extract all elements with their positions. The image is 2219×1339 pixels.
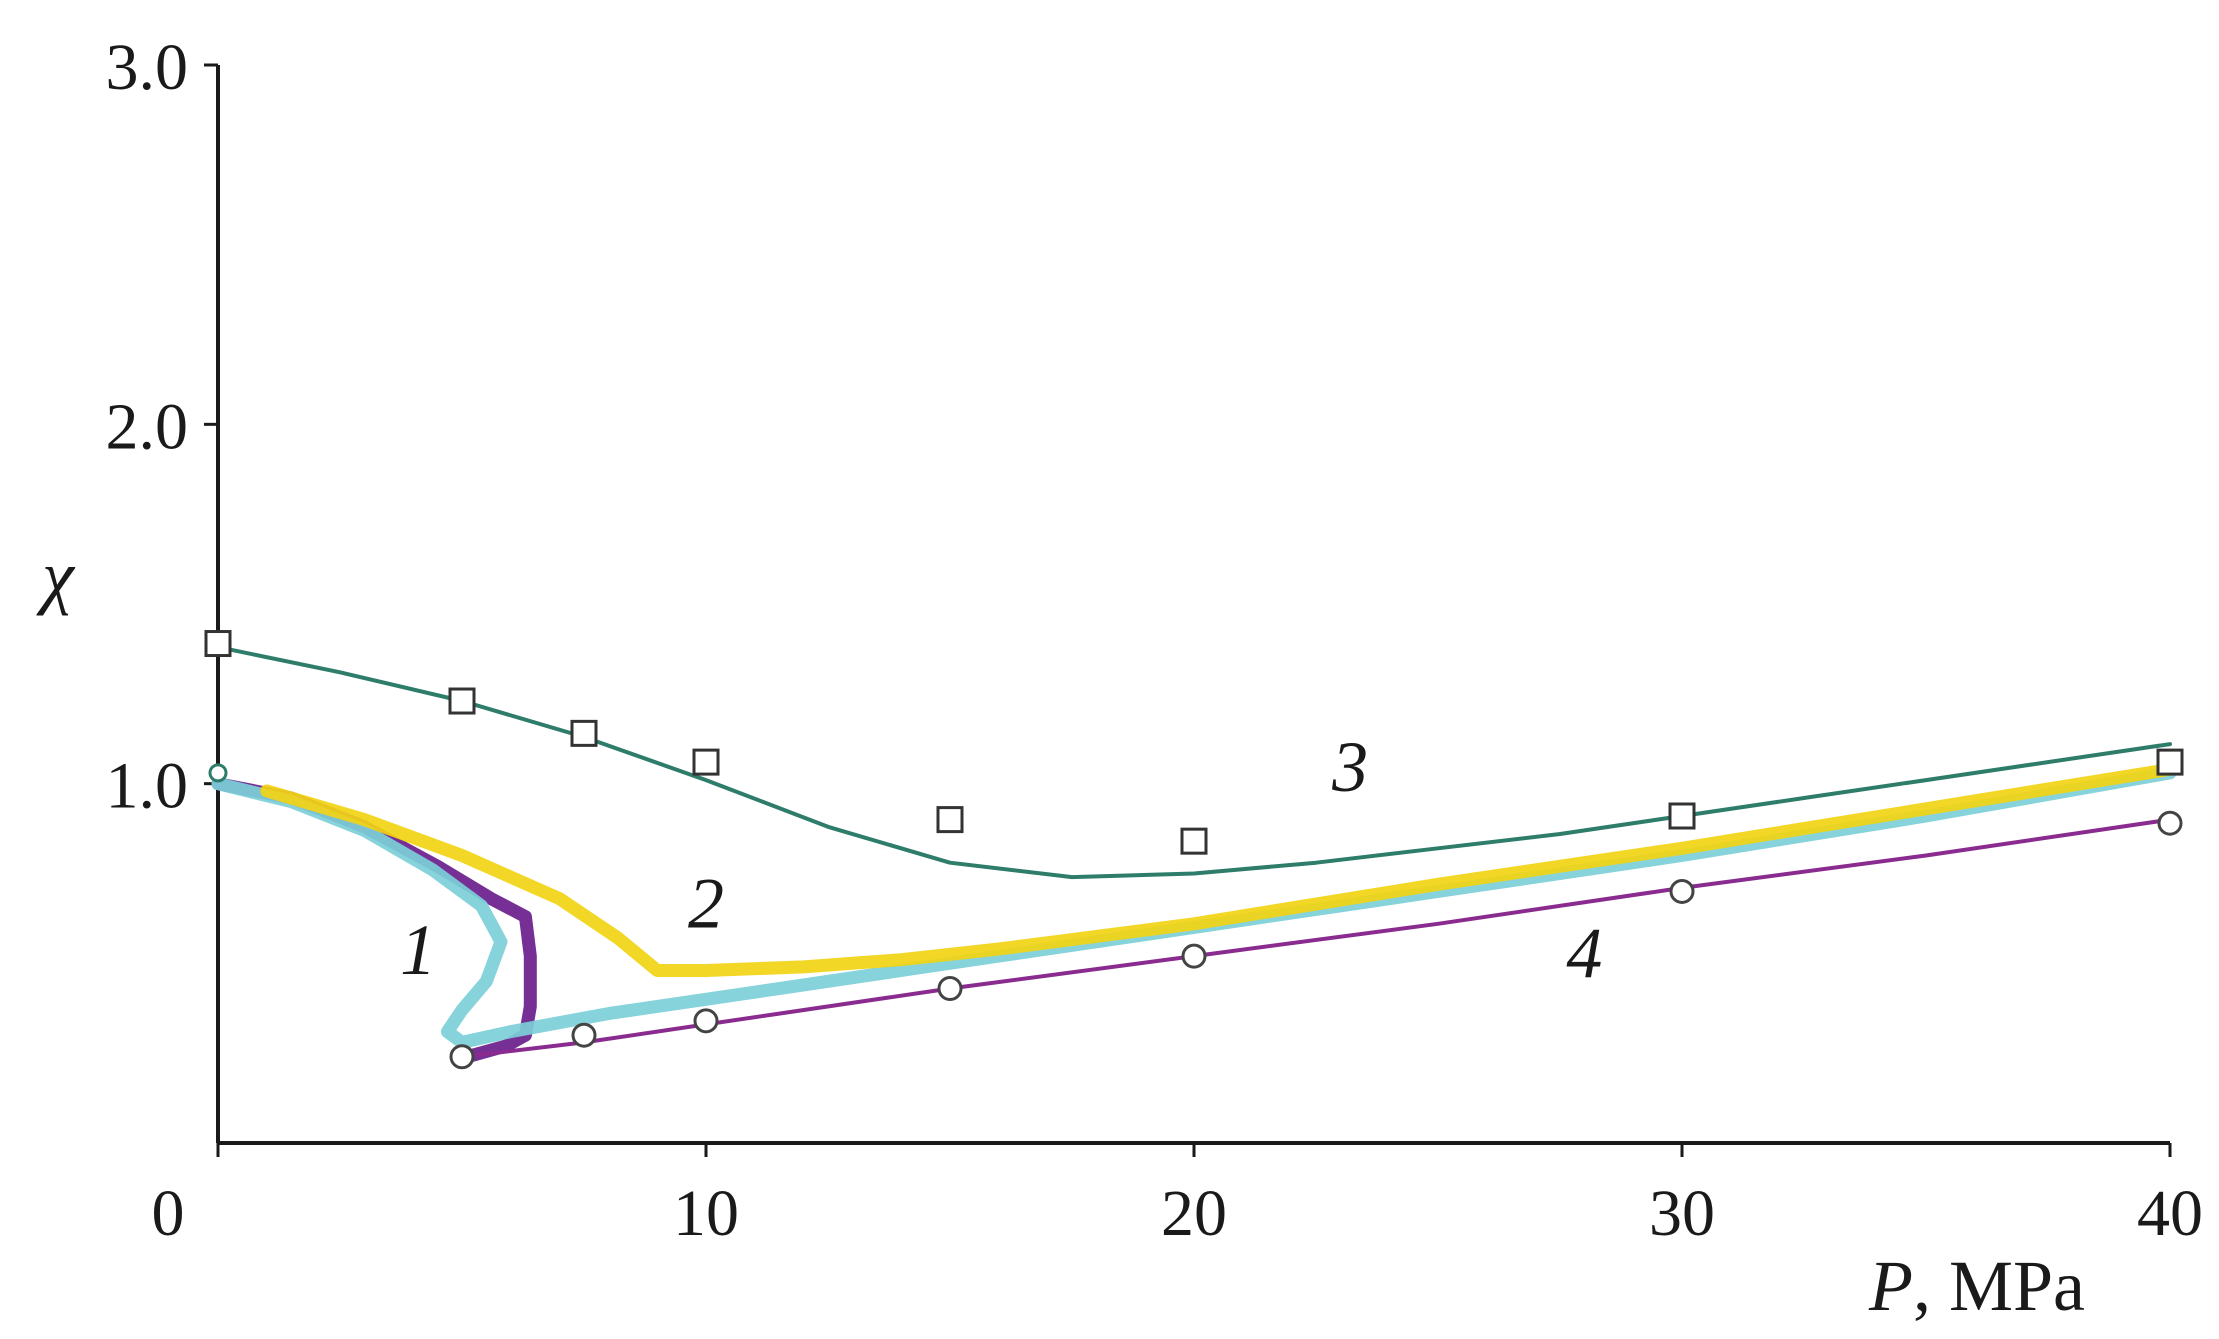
x-tick-label: 20 (1161, 1177, 1227, 1250)
x-tick-label: 40 (2137, 1177, 2203, 1250)
series-4-circle-marker (449, 1044, 475, 1070)
x-axis-label-variable: P (1868, 1246, 1913, 1326)
series-4-circle-marker (2157, 810, 2183, 836)
y-tick-label: 2.0 (106, 390, 189, 463)
series-4-circle-marker (571, 1022, 597, 1048)
x-tick-label: 10 (673, 1177, 739, 1250)
series-3-square-marker (204, 630, 232, 658)
y-ticks: 1.0 2.0 3.0 (106, 31, 218, 823)
series-4-circle-marker (937, 975, 963, 1001)
y-tick-label: 3.0 (106, 31, 189, 104)
series-4-circle-marker (1181, 943, 1207, 969)
series-3-square-marker (692, 748, 720, 776)
curve-label-2: 2 (688, 863, 724, 943)
axes (216, 65, 2170, 1145)
x-axis-label-unit: , MPa (1913, 1246, 2085, 1326)
y-tick-label: 1.0 (106, 750, 189, 823)
series-3-square-marker (2156, 748, 2184, 776)
series-3-square-marker (936, 806, 964, 834)
series-4-circle-marker (693, 1008, 719, 1034)
series-markers (204, 630, 2184, 1070)
series-line-3 (216, 645, 2172, 880)
series-3-square-marker (1668, 802, 1696, 830)
series-line-2 (260, 762, 2177, 977)
series-3-square-marker (448, 687, 476, 715)
x-ticks: 0 10 20 30 40 (152, 1143, 2203, 1250)
curve-labels: 1 2 3 4 (400, 727, 1602, 994)
x-tick-label: 0 (152, 1177, 185, 1250)
series-3-square-marker (570, 719, 598, 747)
y-axis-label: χ (36, 536, 76, 616)
curve-label-3: 3 (1331, 727, 1368, 807)
x-tick-label: 30 (1649, 1177, 1715, 1250)
series-lines (211, 645, 2177, 1064)
x-axis-label: P, MPa (1868, 1246, 2085, 1326)
series-4-circle-marker (1669, 878, 1695, 904)
series-3-square-marker (1180, 827, 1208, 855)
curve-label-4: 4 (1566, 914, 1602, 994)
extra-circle-marker (208, 763, 228, 783)
curve-label-1: 1 (400, 910, 436, 990)
